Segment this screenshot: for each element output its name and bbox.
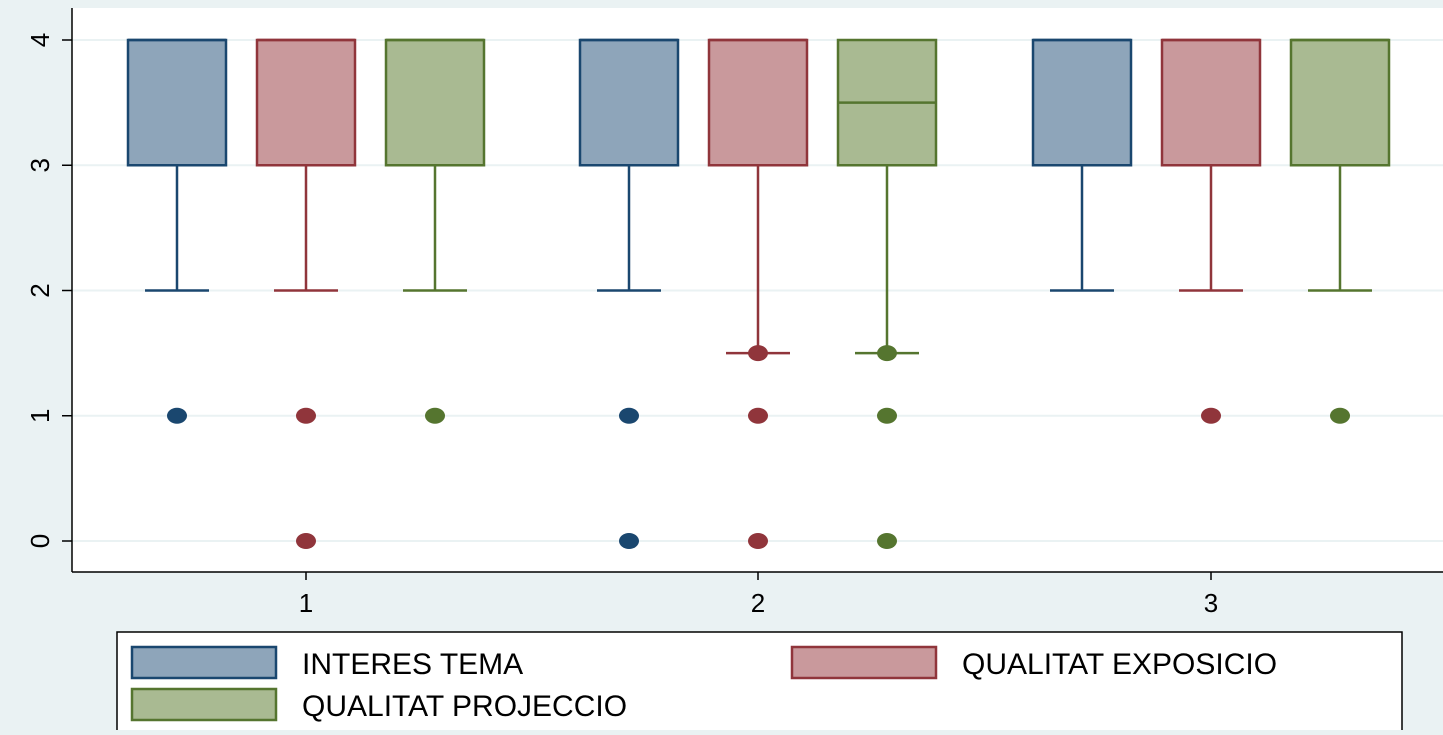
legend-label: QUALITAT PROJECCIO	[302, 690, 627, 723]
outlier-point	[748, 407, 768, 424]
box	[707, 38, 809, 167]
y-tick-label: 2	[25, 283, 55, 297]
legend-label: QUALITAT EXPOSICIO	[962, 648, 1277, 681]
box	[255, 38, 357, 167]
box	[384, 38, 486, 167]
y-tick-label: 3	[25, 158, 55, 172]
outlier-point	[1201, 407, 1221, 424]
legend-swatch	[130, 687, 278, 722]
box	[1031, 38, 1133, 167]
x-tick-label: 3	[1204, 588, 1218, 618]
outlier-point	[296, 533, 316, 549]
y-tick-label: 0	[25, 534, 55, 548]
legend-label: INTERES TEMA	[302, 648, 523, 681]
outlier-point	[1330, 407, 1350, 424]
outlier-point	[748, 345, 768, 362]
y-tick-label: 1	[25, 409, 55, 423]
x-tick-label: 2	[751, 588, 765, 618]
legend-swatch	[130, 645, 278, 680]
outlier-point	[167, 407, 187, 424]
outlier-point	[877, 407, 897, 424]
box	[1289, 38, 1391, 167]
x-tick-label: 1	[299, 588, 313, 618]
outlier-point	[748, 533, 768, 549]
outlier-point	[619, 407, 639, 424]
axes: 0 1 2 3 4 1 2 3	[25, 8, 1443, 618]
box	[578, 38, 680, 167]
legend-box	[116, 631, 1403, 735]
outlier-point	[877, 345, 897, 362]
outlier-point	[296, 407, 316, 424]
legend-swatch	[790, 645, 938, 680]
boxes	[126, 38, 1391, 549]
legend: INTERES TEMA QUALITAT EXPOSICIO QUALITAT P…	[116, 631, 1403, 735]
outlier-point	[425, 407, 445, 424]
y-tick-label: 4	[25, 33, 55, 47]
box	[126, 38, 228, 167]
box	[1160, 38, 1262, 167]
outlier-point	[877, 533, 897, 549]
outlier-point	[619, 533, 639, 549]
